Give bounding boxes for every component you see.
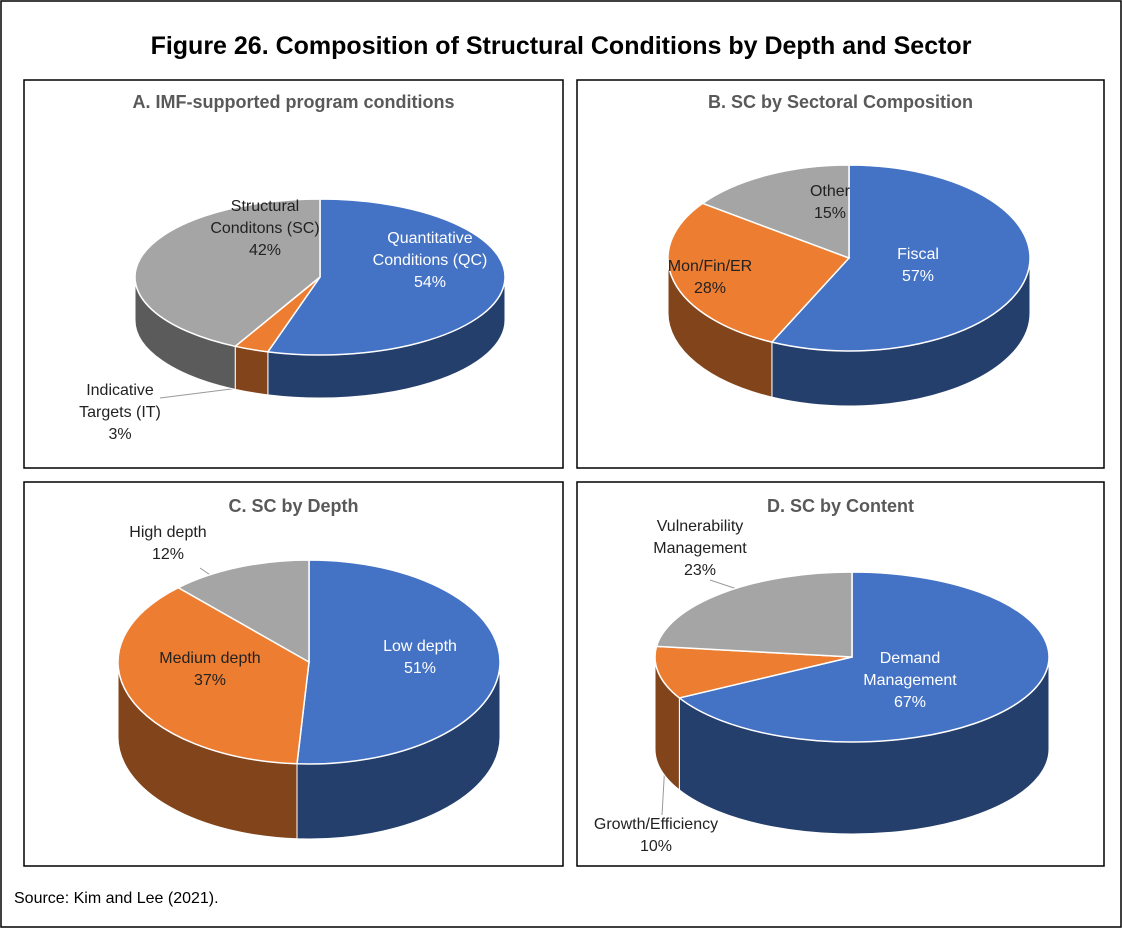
pie-slice — [770, 164, 1031, 407]
data-label: Quantitative Conditions (QC) 54% — [355, 228, 505, 294]
slice-name: Other — [809, 183, 850, 200]
data-label: High depth 12% — [113, 522, 223, 566]
data-label: Mon/Fin/ER 28% — [655, 256, 765, 300]
pie-slice — [134, 198, 321, 390]
data-label: Medium depth 37% — [135, 648, 285, 692]
slice-value: 12% — [151, 546, 185, 563]
slice-name: Vulnerability Management — [653, 518, 747, 557]
slice-value: 57% — [901, 268, 935, 285]
source-note: Source: Kim and Lee (2021). — [14, 890, 219, 907]
panel-border — [23, 481, 564, 867]
slice-value: 37% — [193, 672, 227, 689]
data-label: Other 15% — [790, 181, 870, 225]
slice-top — [176, 559, 310, 664]
data-label: Fiscal 57% — [868, 244, 968, 288]
slice-top — [677, 571, 1050, 743]
chart-title: B. SC by Sectoral Composition — [707, 92, 974, 112]
slice-top — [134, 198, 321, 348]
slice-top — [770, 164, 1031, 352]
slice-value: 54% — [413, 274, 447, 291]
slice-top — [667, 202, 851, 343]
slice-top — [700, 164, 850, 260]
pie-slice — [700, 164, 850, 260]
slice-value: 3% — [108, 426, 132, 443]
chart-title: C. SC by Depth — [228, 496, 359, 516]
pie-slice — [296, 559, 501, 840]
slice-name: Low depth — [383, 638, 457, 655]
pie-slice — [176, 559, 310, 664]
pie-slice — [654, 645, 853, 791]
slice-top — [655, 571, 853, 658]
data-label: Growth/Efficiency 10% — [576, 814, 736, 858]
panel-border — [23, 79, 564, 469]
figure-title: Figure 26. Composition of Structural Con… — [150, 32, 972, 60]
pie-slice — [677, 571, 1050, 835]
chart-title: A. IMF-supported program conditions — [132, 92, 455, 112]
slice-value: 51% — [403, 660, 437, 677]
data-label: Indicative Targets (IT) 3% — [70, 380, 170, 446]
slice-top — [296, 559, 501, 765]
slice-name: Mon/Fin/ER — [667, 258, 753, 275]
data-label: Demand Management 67% — [850, 648, 970, 714]
slice-top — [117, 586, 310, 765]
data-label: Structural Conditons (SC) 42% — [200, 196, 330, 262]
pie-slice — [266, 198, 506, 399]
slice-top — [654, 645, 853, 699]
pie-slice — [655, 571, 853, 658]
slice-name: Fiscal — [897, 246, 939, 263]
slice-name: Medium depth — [159, 650, 261, 667]
slice-name: Indicative Targets (IT) — [79, 382, 161, 421]
slice-value: 67% — [893, 694, 927, 711]
slice-value: 42% — [248, 242, 282, 259]
slice-value: 23% — [683, 562, 717, 579]
data-label: Low depth 51% — [360, 636, 480, 680]
slice-value: 15% — [813, 205, 847, 222]
slice-name: Demand Management — [863, 650, 957, 689]
panel-border — [576, 79, 1105, 469]
slice-value: 10% — [639, 838, 673, 855]
chart-title: D. SC by Content — [767, 496, 914, 516]
slice-name: High depth — [129, 524, 207, 541]
data-label: Vulnerability Management 23% — [635, 516, 765, 582]
pie-slice — [667, 202, 851, 398]
panel-border — [576, 481, 1105, 867]
slice-name: Quantitative Conditions (QC) — [372, 230, 488, 269]
pie-slice — [117, 586, 310, 840]
slice-side — [234, 345, 269, 396]
slice-name: Growth/Efficiency — [593, 816, 719, 833]
slice-value: 28% — [693, 280, 727, 297]
slice-top — [266, 198, 506, 356]
pie-slice — [233, 276, 321, 396]
slice-name: Structural Conditons (SC) — [210, 198, 320, 237]
